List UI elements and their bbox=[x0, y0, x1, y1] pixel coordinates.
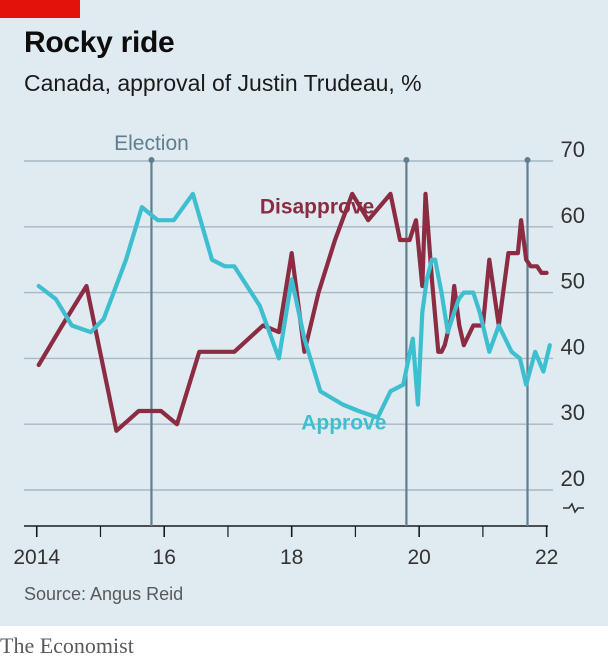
x-tick-label-2018: 18 bbox=[280, 546, 303, 569]
y-tick-label-50: 50 bbox=[561, 269, 585, 294]
election-dot-3 bbox=[524, 157, 531, 163]
brand-red-tag bbox=[0, 0, 80, 18]
y-tick-label-20: 20 bbox=[561, 466, 585, 491]
x-tick-label-2014: 2014 bbox=[13, 546, 60, 569]
line-chart: 20 30 40 50 60 70 2014 16 18 20 22 Election Disappro… bbox=[13, 132, 585, 569]
disapprove-series-label: Disapprove bbox=[260, 196, 374, 219]
y-tick-label-60: 60 bbox=[561, 203, 585, 228]
publisher-brand: The Economist bbox=[0, 633, 134, 658]
x-tick-label-2022: 22 bbox=[535, 546, 558, 569]
x-tick-label-2020: 20 bbox=[407, 546, 430, 569]
y-tick-label-70: 70 bbox=[561, 137, 585, 162]
election-dot-1 bbox=[148, 157, 155, 163]
source-note: Source: Angus Reid bbox=[24, 584, 184, 604]
disapprove-series-line bbox=[36, 191, 549, 433]
y-tick-label-40: 40 bbox=[561, 334, 585, 359]
approve-series-label: Approve bbox=[301, 411, 386, 434]
chart-subtitle: Canada, approval of Justin Trudeau, % bbox=[24, 70, 422, 96]
chart-title: Rocky ride bbox=[24, 26, 175, 59]
approve-series-line bbox=[36, 191, 552, 420]
axis-break-marker bbox=[563, 502, 584, 514]
chart-panel bbox=[0, 0, 608, 626]
x-tick-label-2016: 16 bbox=[153, 546, 176, 569]
election-dot-2 bbox=[403, 157, 410, 163]
election-label: Election bbox=[114, 132, 189, 155]
y-tick-label-30: 30 bbox=[561, 400, 585, 425]
